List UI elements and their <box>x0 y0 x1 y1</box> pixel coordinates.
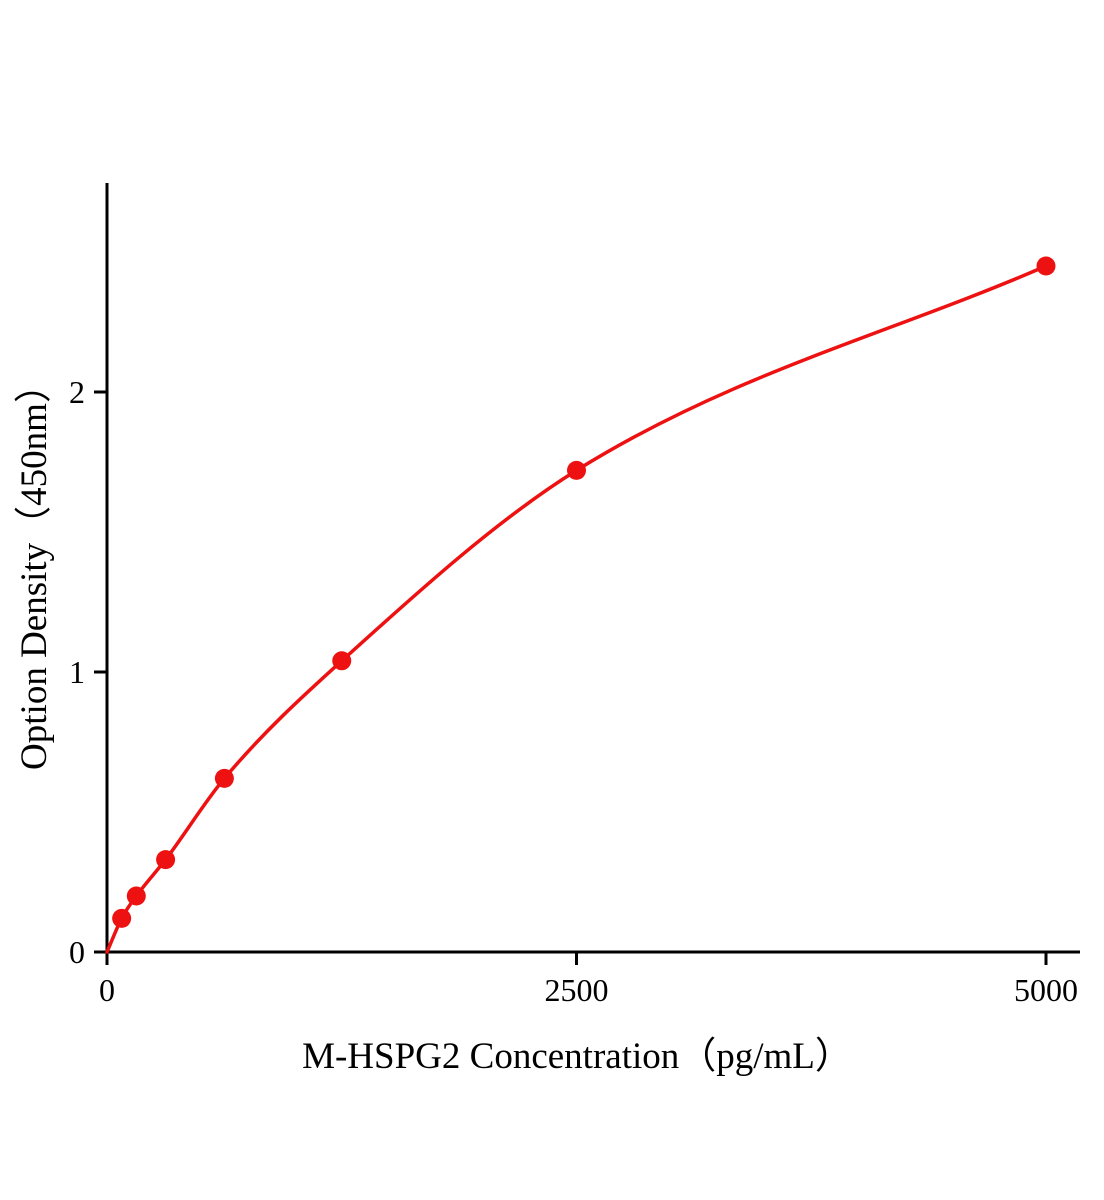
data-point <box>112 908 132 928</box>
plot-area: 0 2500 5000 0 1 2 <box>69 183 1080 1008</box>
y-tick-label: 1 <box>69 654 85 690</box>
y-axis-title: Option Density（450nm） <box>14 366 55 770</box>
data-point <box>214 768 234 788</box>
data-point <box>332 651 352 671</box>
data-point <box>567 460 586 480</box>
data-point <box>1036 256 1056 276</box>
x-tick-label: 2500 <box>545 972 609 1008</box>
x-tick-label: 0 <box>99 972 115 1008</box>
data-point <box>156 850 176 870</box>
standard-curve-line <box>105 264 1048 954</box>
x-tick-label: 5000 <box>1014 972 1078 1008</box>
y-tick-label: 2 <box>69 374 85 410</box>
data-point <box>126 886 146 906</box>
x-axis-title: M-HSPG2 Concentration（pg/mL） <box>302 1036 852 1077</box>
y-tick-label: 0 <box>69 934 85 970</box>
